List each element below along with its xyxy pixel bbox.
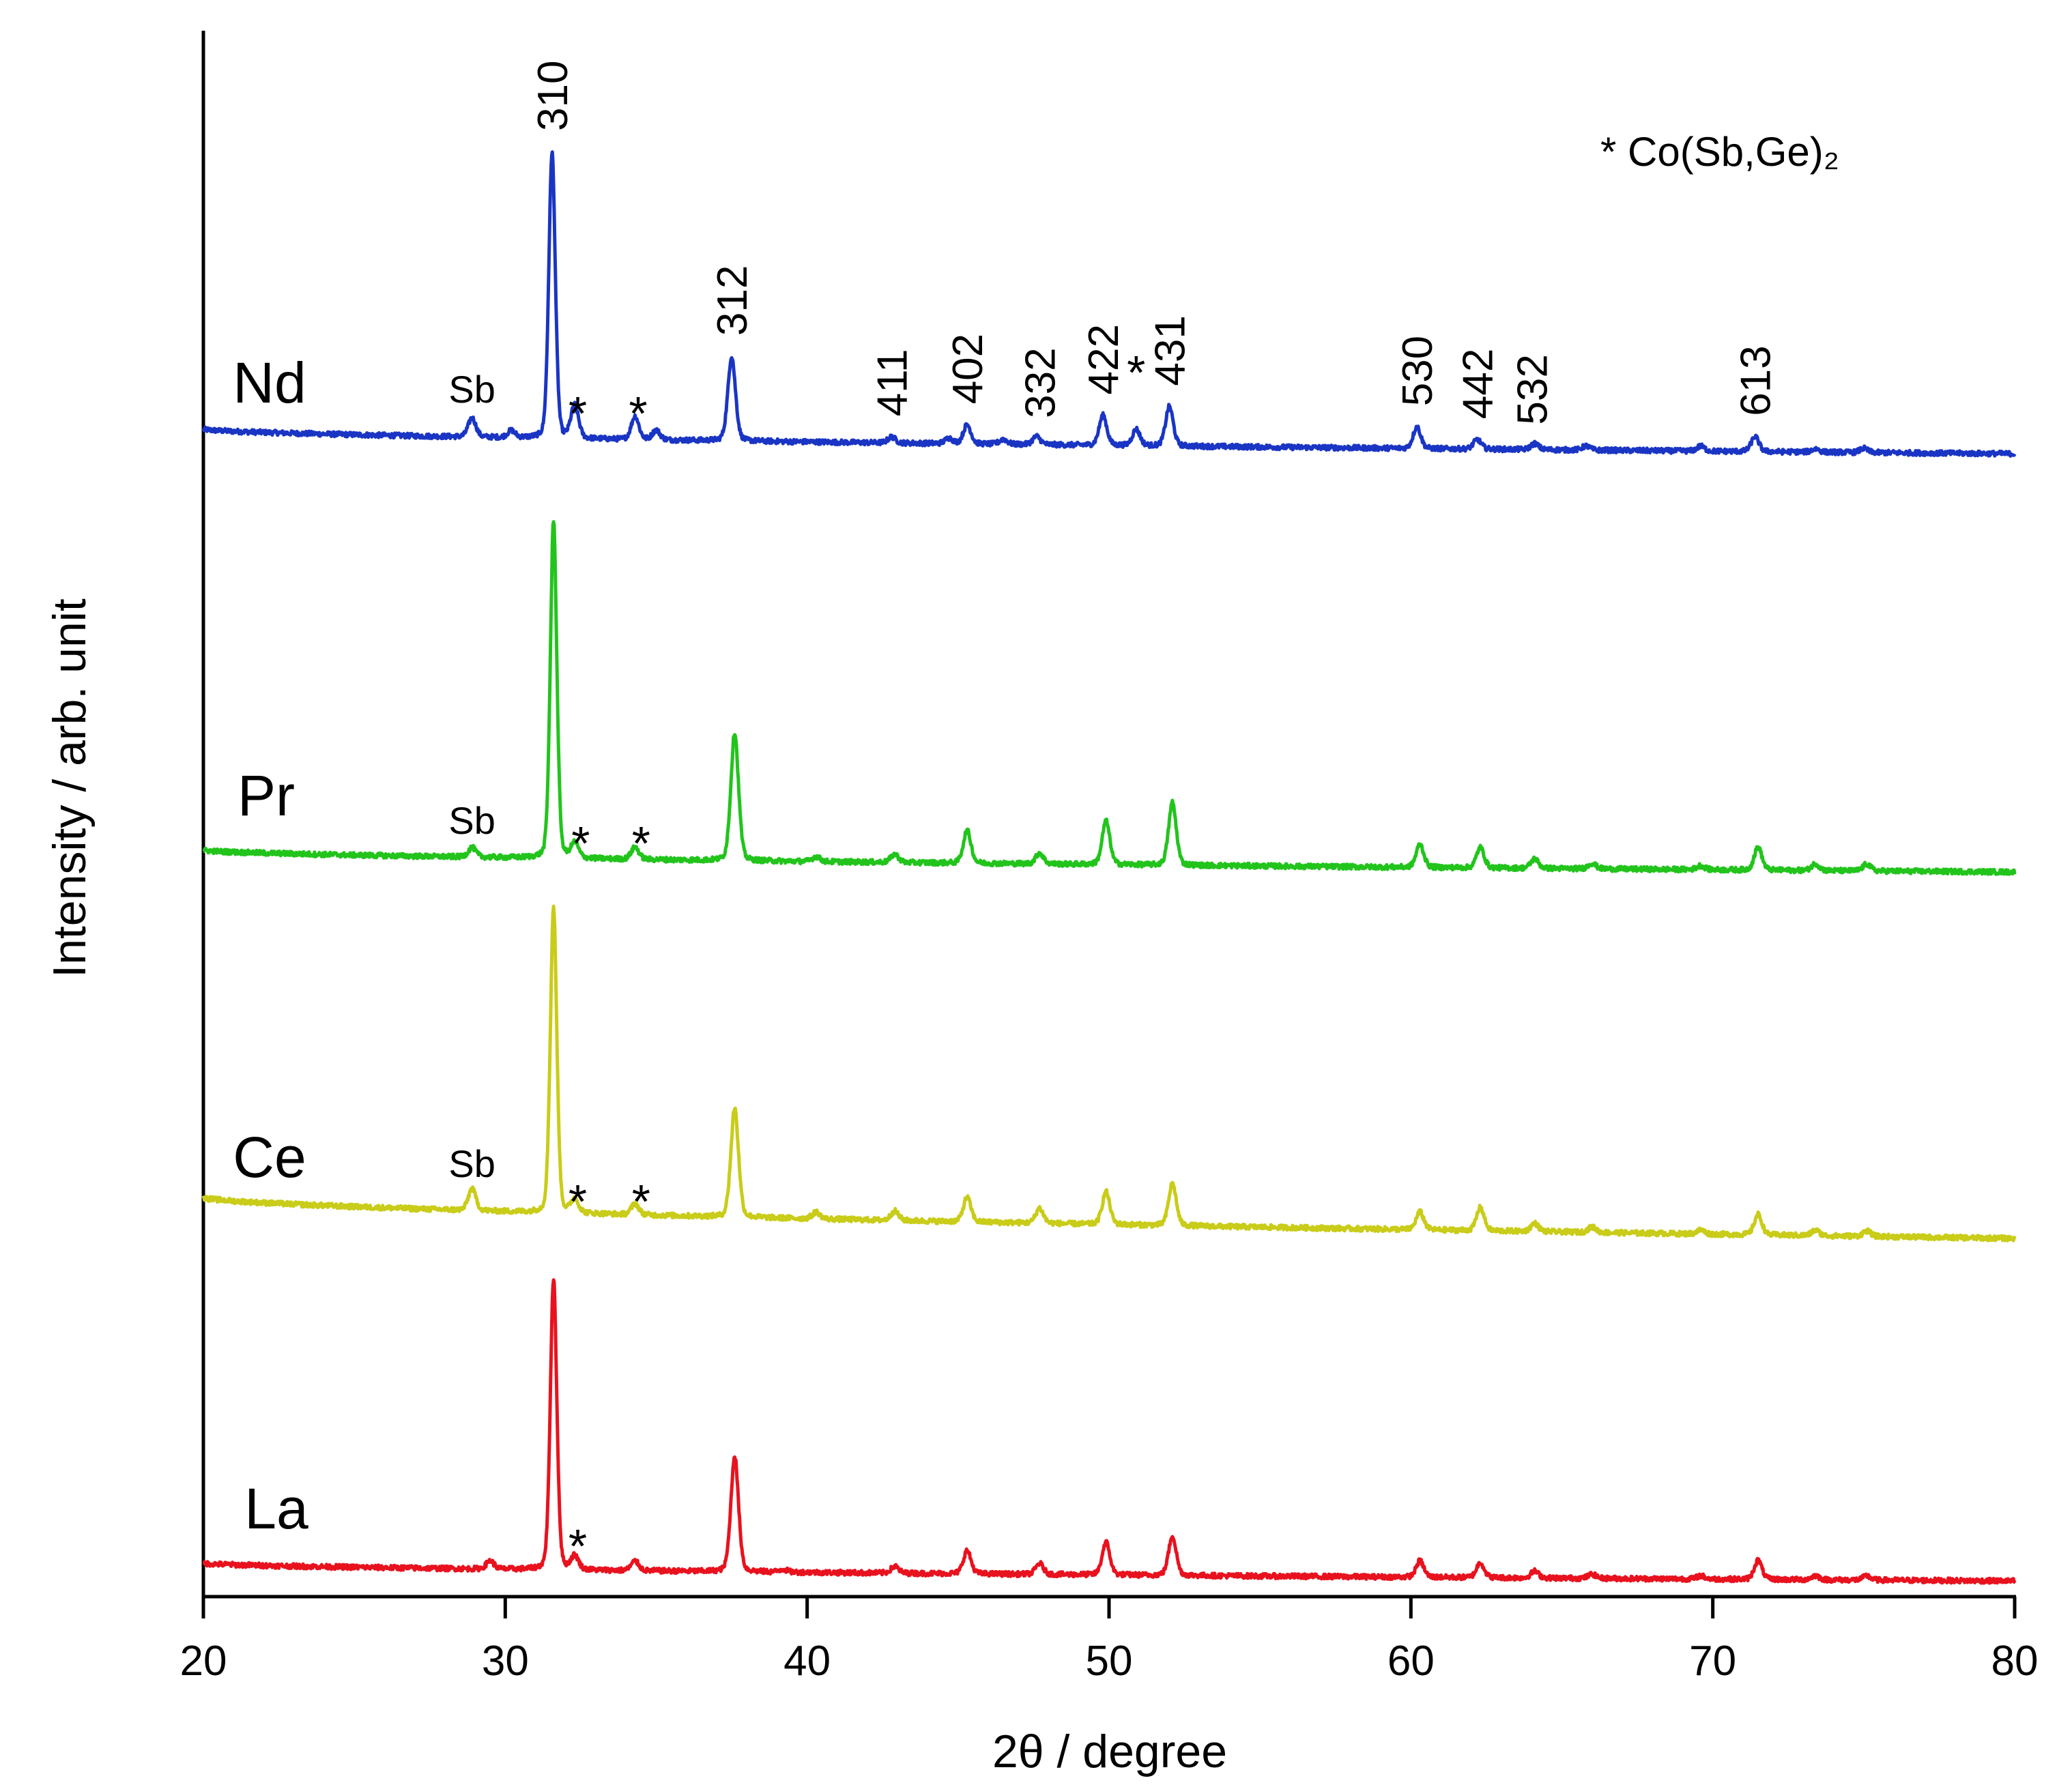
hkl-label: 613: [1733, 345, 1780, 416]
hkl-label: 310: [530, 61, 577, 131]
series-label-la: La: [244, 1477, 308, 1541]
series-trace-la: [202, 1278, 2017, 1585]
traces: [201, 150, 2017, 1585]
series-trace-pr: [202, 520, 2017, 876]
co-sb-ge-impurity-marker: *: [569, 1520, 587, 1573]
co-sb-ge-impurity-marker: *: [629, 387, 647, 440]
x-ticks: 20 30 40 50 60 70 80: [180, 1597, 2039, 1685]
series-label-nd: Nd: [233, 351, 306, 415]
y-axis-title: Intensity / arb. unit: [44, 598, 96, 978]
x-tick-label: 20: [180, 1638, 227, 1685]
x-tick-label: 40: [783, 1638, 831, 1685]
co-sb-ge-impurity-marker: *: [632, 817, 650, 870]
impurity-legend-note: * Co(Sb,Ge)₂: [1600, 129, 1839, 175]
hkl-label: 442: [1455, 349, 1502, 419]
hkl-label: 411: [869, 349, 917, 416]
hkl-label: 530: [1394, 336, 1441, 406]
x-tick-label: 70: [1689, 1638, 1736, 1685]
x-axis-title: 2θ / degree: [992, 1726, 1227, 1777]
co-sb-ge-impurity-marker: *: [569, 387, 587, 440]
co-sb-ge-impurity-marker: *: [569, 1175, 587, 1228]
annotations: Nd Pr Ce La 310 312 411 402 332 422 431 530 442 532 61…: [233, 61, 1779, 1573]
hkl-label: 422: [1080, 324, 1127, 394]
series-label-pr: Pr: [238, 764, 295, 828]
x-tick-label: 30: [482, 1638, 529, 1685]
sb-impurity-label: Sb: [448, 1142, 495, 1185]
co-sb-ge-impurity-marker: *: [1127, 346, 1145, 399]
hkl-label: 532: [1509, 354, 1556, 424]
hkl-label: 332: [1017, 347, 1064, 418]
x-tick-label: 60: [1387, 1638, 1435, 1685]
co-sb-ge-impurity-marker: *: [571, 817, 590, 870]
x-tick-label: 50: [1086, 1638, 1133, 1685]
hkl-label: 431: [1147, 315, 1194, 386]
series-trace-nd: [201, 150, 2017, 458]
sb-impurity-label: Sb: [448, 368, 495, 411]
co-sb-ge-impurity-marker: *: [632, 1175, 650, 1228]
hkl-label: 312: [709, 265, 756, 336]
series-label-ce: Ce: [233, 1125, 306, 1189]
series-trace-ce: [201, 904, 2017, 1243]
sb-impurity-label: Sb: [448, 799, 495, 842]
hkl-label: 402: [945, 334, 992, 404]
x-tick-label: 80: [1991, 1638, 2039, 1685]
